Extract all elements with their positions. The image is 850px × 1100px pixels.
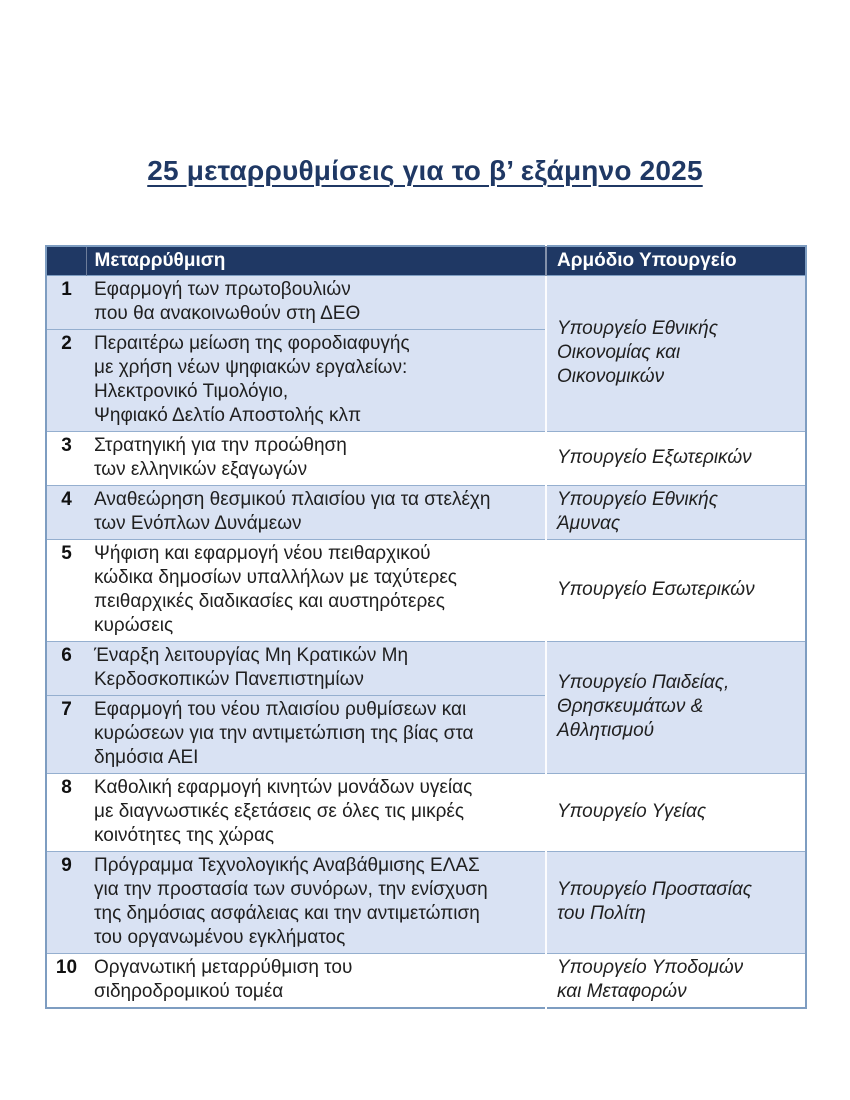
ministry-text: Υπουργείο Υγείας [545,773,806,852]
header-number-cell [46,246,87,276]
reform-text: Αναθεώρηση θεσμικού πλαισίου για τα στελ… [86,485,546,540]
table-row-5: 5 Ψήφιση και εφαρμογή νέου πειθαρχικού κ… [46,539,806,642]
row-number: 6 [46,641,86,696]
row-number: 5 [46,539,86,642]
table-row-4: 4 Αναθεώρηση θεσμικού πλαισίου για τα στ… [46,485,806,540]
ministry-text: Υπουργείο Προστασίας του Πολίτη [545,851,806,954]
ministry-text: Υπουργείο Εθνικής Οικονομίας και Οικονομ… [545,275,806,432]
ministry-text: Υπουργείο Εξωτερικών [545,431,806,486]
row-number: 7 [46,695,86,774]
ministry-text: Υπουργείο Υποδομών και Μεταφορών [545,953,806,1009]
row-number: 2 [46,329,86,432]
row-number: 8 [46,773,86,852]
table-row-9: 9 Πρόγραμμα Τεχνολογικής Αναβάθμισης ΕΛΑ… [46,851,806,954]
row-number: 10 [46,953,86,1009]
table-row-10: 10 Οργανωτική μεταρρύθμιση του σιδηροδρο… [46,953,806,1009]
table-header-row: Μεταρρύθμιση Αρμόδιο Υπουργείο [46,246,806,276]
page-title: 25 μεταρρυθμίσεις για το β’ εξάμηνο 2025 [147,154,703,186]
row-number: 3 [46,431,86,486]
reform-text: Εφαρμογή του νέου πλαισίου ρυθμίσεων και… [86,695,546,774]
reform-text: Έναρξη λειτουργίας Μη Κρατικών Μη Κερδοσ… [86,641,546,696]
row-number: 4 [46,485,86,540]
reform-text: Εφαρμογή των πρωτοβουλιών που θα ανακοιν… [86,275,546,330]
reform-text: Στρατηγική για την προώθηση των ελληνικώ… [86,431,546,486]
reform-text: Ψήφιση και εφαρμογή νέου πειθαρχικού κώδ… [86,539,546,642]
table-row-6: 6 Έναρξη λειτουργίας Μη Κρατικών Μη Κερδ… [46,641,806,774]
row-number: 9 [46,851,86,954]
header-reform-cell: Μεταρρύθμιση [86,246,546,276]
table-row-3: 3 Στρατηγική για την προώθηση των ελληνι… [46,431,806,486]
table-row-2: 2 Περαιτέρω μείωση της φοροδιαφυγής με χ… [46,329,806,432]
ministry-text: Υπουργείο Εθνικής Άμυνας [545,485,806,540]
reforms-table: Μεταρρύθμιση Αρμόδιο Υπουργείο 1 Εφαρμογ… [45,245,807,1009]
table-row-8: 8 Καθολική εφαρμογή κινητών μονάδων υγεί… [46,773,806,852]
ministry-text: Υπουργείο Εσωτερικών [545,539,806,642]
table-row-7: 7 Εφαρμογή του νέου πλαισίου ρυθμίσεων κ… [46,695,806,774]
reform-text: Οργανωτική μεταρρύθμιση του σιδηροδρομικ… [86,953,546,1009]
reform-text: Περαιτέρω μείωση της φοροδιαφυγής με χρή… [86,329,546,432]
ministry-text: Υπουργείο Παιδείας, Θρησκευμάτων & Αθλητ… [545,641,806,774]
reform-text: Πρόγραμμα Τεχνολογικής Αναβάθμισης ΕΛΑΣ … [86,851,546,954]
reform-text: Καθολική εφαρμογή κινητών μονάδων υγείας… [86,773,546,852]
row-number: 1 [46,275,86,330]
header-ministry-cell: Αρμόδιο Υπουργείο [545,246,806,276]
table-row-1: 1 Εφαρμογή των πρωτοβουλιών που θα ανακο… [46,275,806,432]
